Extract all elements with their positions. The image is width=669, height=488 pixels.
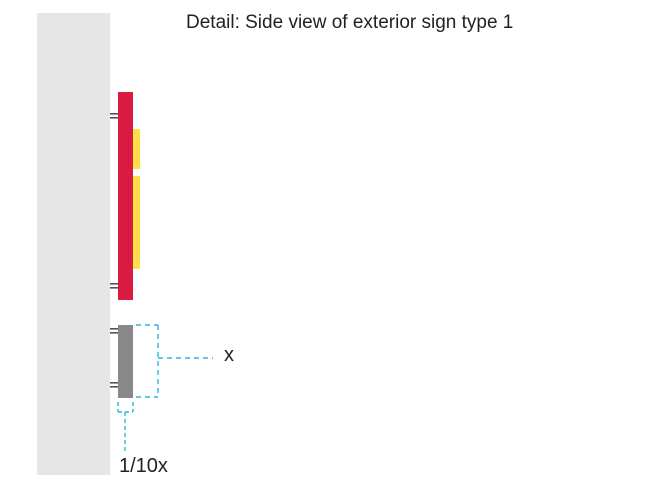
small-sign-panel	[118, 325, 133, 398]
main-sign-face-lower	[133, 176, 140, 269]
diagram-title: Detail: Side view of exterior sign type …	[186, 12, 514, 33]
dimension-x-bracket	[136, 324, 213, 398]
main-sign-mounting-bolts	[110, 113, 118, 289]
small-sign-mounting-bolts	[110, 328, 118, 388]
wall	[37, 13, 110, 475]
dimension-x-label: x	[224, 344, 234, 366]
dimension-offset-label: 1/10x	[119, 455, 168, 477]
main-sign-face-upper	[133, 129, 140, 169]
main-sign-panel	[118, 92, 133, 300]
dimension-offset-bracket	[117, 402, 134, 452]
